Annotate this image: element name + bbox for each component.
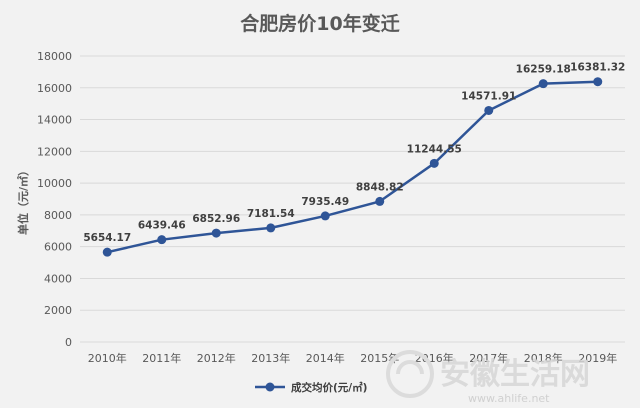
x-tick-label: 2012年 [197,351,236,365]
legend-entry: 成交均价(元/㎡) [291,381,367,394]
legend-marker-icon [265,382,275,392]
x-tick-label: 2015年 [360,351,399,365]
x-tick-label: 2011年 [142,351,181,365]
x-tick-label: 2017年 [469,351,508,365]
y-tick-label: 0 [65,336,72,349]
y-tick-label: 16000 [37,82,72,95]
x-tick-label: 2016年 [415,351,454,365]
x-tick-label: 2014年 [306,351,345,365]
x-tick-label: 2019年 [578,351,617,365]
y-tick-label: 12000 [37,145,72,158]
chart-title: 合肥房价10年变迁 [240,12,399,35]
data-label: 14571.91 [461,90,516,102]
y-tick-label: 14000 [37,114,72,127]
y-tick-label: 10000 [37,177,72,190]
data-labels: 5654.17 6439.46 6852.96 7181.54 7935.49 8848.… [83,62,625,244]
y-tick-label: 18000 [37,50,72,63]
data-point [157,235,167,245]
y-tick-label: 2000 [44,304,72,317]
data-point [593,77,603,87]
y-tick-label: 8000 [44,209,72,222]
y-axis-ticks: 0 2000 4000 6000 8000 10000 12000 14000 16000 180… [37,50,72,349]
data-point [266,223,276,233]
data-label: 6439.46 [138,220,186,232]
data-label: 7935.49 [301,196,349,208]
y-tick-label: 4000 [44,272,72,285]
data-point [538,79,548,89]
y-tick-label: 6000 [44,241,72,254]
data-point [429,158,439,168]
watermark-logo-icon [386,350,434,398]
watermark-logo-arc-icon [396,360,424,375]
series-line-path [106,80,598,254]
x-tick-label: 2010年 [88,351,127,365]
x-axis-ticks: 2010年 2011年 2012年 2013年 2014年 2015年 2016年 2017年… [88,351,618,365]
data-label: 8848.82 [356,181,404,193]
data-label: 6852.96 [192,213,240,225]
data-label: 16381.32 [570,62,625,74]
watermark-url: www.ahlife.net [468,392,550,405]
data-label: 7181.54 [247,208,295,220]
grid-lines [80,55,625,343]
data-point [484,105,494,115]
data-label: 5654.17 [83,232,131,244]
y-axis-label: 单位（元/㎡） [16,165,30,235]
data-point [320,211,330,221]
data-point [375,196,385,206]
data-point [102,247,112,257]
data-label: 16259.18 [516,64,571,76]
legend: 成交均价(元/㎡) [255,381,367,394]
data-label: 11244.55 [407,143,462,155]
watermark: 安徽生活网 www.ahlife.net [386,350,590,405]
series-line [102,77,603,257]
x-tick-label: 2018年 [524,351,563,365]
x-tick-label: 2013年 [251,351,290,365]
watermark-text: 安徽生活网 [440,357,590,392]
data-point [211,228,221,238]
